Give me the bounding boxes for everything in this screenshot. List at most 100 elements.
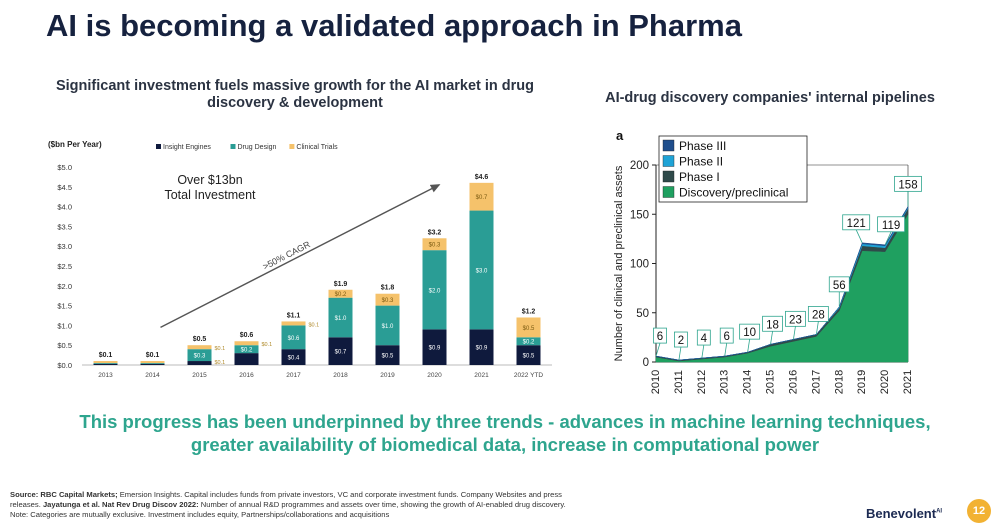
y-axis-title: Number of clinical and preclinical asset… (613, 165, 625, 361)
bar-segment (516, 337, 541, 346)
x-tick-label: 2015 (192, 372, 207, 379)
bar-segment-label: $0.3 (382, 298, 394, 304)
bar-segment (328, 337, 353, 365)
pipeline-area-chart: a 0 50 100 150 200 Number of clinical and prec… (613, 128, 922, 394)
bar-segment (469, 329, 494, 365)
bar-segment (93, 361, 118, 364)
bar-side-label: $0.1 (215, 360, 226, 366)
bar-total-label: $3.2 (428, 229, 442, 236)
total-label-box (719, 327, 734, 344)
legend-label: Clinical Trials (296, 144, 338, 151)
bar-segment (234, 353, 259, 365)
total-label: 23 (789, 314, 802, 326)
total-label: 121 (847, 218, 866, 230)
bar-segment (187, 345, 212, 350)
y-tick-label: $0.5 (57, 341, 72, 350)
legend-swatch (662, 155, 675, 167)
bar-segment (187, 361, 212, 365)
total-label-box (653, 327, 667, 344)
bar-segment-label: $0.3 (429, 243, 441, 249)
total-label: 6 (724, 331, 730, 343)
total-leader-line (701, 344, 705, 359)
x-tick-label: 2014 (742, 370, 754, 394)
bar-segment (375, 305, 400, 346)
cagr-label: >50% CAGR (261, 239, 312, 272)
cagr-arrow (160, 184, 441, 329)
bar-segment (375, 293, 400, 306)
bar-segment (187, 349, 212, 362)
y-tick-label: 0 (643, 357, 649, 369)
total-leader-line (793, 326, 796, 340)
bar-segment-label: $0.9 (476, 346, 488, 352)
legend-label: Phase III (679, 139, 726, 153)
x-tick-label: 2016 (787, 370, 799, 394)
x-tick-label: 2021 (902, 370, 914, 394)
annotation-text: Total Investment (164, 188, 256, 202)
total-label-box (842, 214, 871, 231)
bar-segment (375, 345, 400, 365)
bar-segment-label: $0.5 (382, 354, 394, 360)
bar-total-label: $0.1 (99, 352, 113, 359)
total-leader-line (770, 331, 773, 345)
panel-label: a (616, 128, 624, 143)
bar-total-label: $0.6 (240, 332, 254, 339)
y-tick-label: $3.0 (57, 242, 72, 251)
bar-side-label: $0.1 (215, 346, 226, 352)
bar-segment (469, 210, 494, 330)
total-leader-line (678, 346, 682, 361)
total-label: 4 (701, 333, 708, 345)
bar-total-label: $0.1 (146, 352, 160, 359)
bar-segment (234, 345, 259, 354)
legend-swatch (662, 170, 675, 183)
bar-segment (281, 349, 306, 365)
total-leader-line (815, 321, 819, 335)
y-tick-label: $4.5 (57, 183, 72, 192)
bar-total-label: $1.2 (522, 308, 536, 315)
y-tick-label: $5.0 (57, 163, 72, 172)
y-tick-label: $4.0 (57, 203, 72, 212)
total-label: 28 (812, 309, 825, 321)
bar-segment (516, 317, 541, 338)
area-series (655, 205, 909, 361)
bar-segment (281, 321, 306, 326)
x-tick-label: 2018 (333, 372, 348, 379)
total-label: 56 (833, 280, 846, 292)
bar-segment (140, 363, 165, 365)
total-label: 6 (657, 331, 663, 343)
legend-label: Phase I (679, 170, 720, 184)
total-leader-line (724, 343, 728, 357)
y-tick-label: 200 (630, 160, 649, 172)
x-tick-label: 2018 (833, 370, 845, 394)
x-tick-label: 2019 (856, 370, 868, 394)
total-leader-line (655, 342, 661, 357)
x-tick-label: 2014 (145, 372, 160, 379)
total-leader-line (747, 339, 751, 353)
bar-total-label: $1.1 (287, 312, 301, 319)
bar-segment (516, 345, 541, 365)
legend-label: Discovery/preclinical (679, 186, 788, 200)
x-tick-label: 2021 (474, 372, 489, 379)
bar-side-label: $0.1 (262, 342, 273, 348)
bar-total-label: $1.8 (381, 285, 395, 292)
legend-swatch (230, 144, 236, 149)
bar-segment-label: $0.5 (523, 326, 535, 332)
y-tick-label: $0.0 (57, 361, 72, 370)
y-tick-label: 150 (630, 209, 649, 221)
x-tick-label: 2013 (719, 370, 731, 394)
legend-label: Phase II (679, 155, 723, 169)
total-leader-line (884, 231, 892, 245)
bar-segment (422, 250, 447, 330)
bar-total-label: $0.5 (193, 336, 207, 343)
x-tick-label: 2011 (673, 370, 685, 394)
bar-segment (469, 182, 494, 211)
bar-segment-label: $0.2 (241, 348, 253, 354)
bar-total-label: $1.9 (334, 281, 348, 288)
total-label-box (894, 175, 922, 192)
total-label: 2 (678, 335, 684, 347)
source-footnote: Source: RBC Capital Markets; Emersion In… (10, 490, 566, 519)
x-tick-label: 2017 (810, 370, 822, 394)
total-leader-line (855, 229, 863, 243)
total-label-box (674, 331, 688, 348)
bar-segment (140, 361, 165, 364)
bar-segment-label: $0.6 (288, 336, 300, 342)
